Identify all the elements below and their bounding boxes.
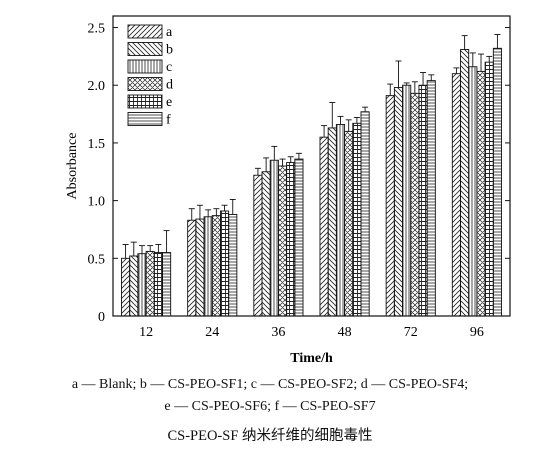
x-tick-label: 96	[470, 325, 484, 340]
plot-area: 0 0.5 1.0 1.5 2.0 2.5 Absorbance 12 24 36 48 72 96 Ti…	[65, 15, 511, 366]
y-tick-label: 1.5	[88, 137, 106, 152]
bar-d-72	[410, 92, 420, 317]
bar-a-36	[253, 174, 263, 317]
bar-b-24	[195, 218, 205, 317]
x-tick-label: 36	[271, 325, 285, 340]
bar-c-96	[468, 66, 478, 317]
bar-a-24	[187, 219, 197, 317]
legend-swatch-d	[127, 77, 163, 91]
bar-c-36	[269, 159, 279, 317]
y-tick-label: 0.5	[88, 252, 106, 267]
bar-e-96	[484, 61, 494, 317]
bar-c-24	[203, 216, 213, 317]
legend-swatch-b	[127, 42, 163, 56]
x-tick-label: 48	[338, 325, 352, 340]
legend-swatch-f	[127, 112, 163, 126]
bar-f-12	[162, 252, 172, 317]
bar-b-48	[327, 127, 337, 317]
legend-swatch-e	[127, 94, 163, 109]
bar-f-36	[294, 158, 304, 317]
bar-a-96	[451, 73, 461, 317]
legend-label-d: d	[166, 78, 173, 93]
bar-f-72	[426, 80, 436, 317]
y-tick-label: 2.0	[88, 79, 106, 94]
y-axis-label: Absorbance	[65, 133, 80, 200]
bar-e-12	[153, 252, 163, 317]
legend-label-b: b	[166, 43, 173, 58]
x-tick-label: 24	[205, 325, 219, 340]
legend-label-a: a	[166, 25, 173, 40]
x-tick-label: 12	[139, 325, 153, 340]
bar-c-72	[402, 84, 412, 317]
legend-caption-line-1: a — Blank; b — CS-PEO-SF1; c — CS-PEO-SF…	[71, 377, 469, 392]
bar-c-12	[137, 253, 147, 317]
bar-a-72	[385, 95, 395, 317]
bar-f-24	[228, 214, 238, 317]
bar-a-48	[319, 136, 329, 317]
x-axis-label: Time/h	[290, 351, 333, 366]
plot-frame	[112, 15, 511, 317]
bar-d-24	[211, 215, 221, 317]
bar-d-96	[476, 70, 486, 317]
bar-e-48	[352, 122, 362, 317]
bar-b-12	[129, 255, 139, 317]
bar-b-36	[261, 171, 271, 317]
figure-title: CS-PEO-SF 纳米纤维的细胞毒性	[167, 428, 373, 444]
legend-label-e: e	[166, 95, 172, 110]
y-tick-label: 1.0	[88, 195, 106, 210]
bar-d-36	[277, 165, 288, 317]
bar-e-72	[418, 84, 428, 317]
bar-f-96	[492, 47, 502, 317]
chart: 0 0.5 1.0 1.5 2.0 2.5 Absorbance 12 24 36 48 72 96 Ti…	[65, 15, 511, 366]
bar-b-96	[460, 49, 470, 317]
legend-label-f: f	[166, 113, 171, 128]
bar-b-72	[393, 87, 404, 317]
bar-e-36	[286, 162, 296, 317]
bar-d-48	[344, 130, 354, 317]
y-tick-label: 0	[98, 310, 105, 325]
x-tick-label: 72	[404, 325, 418, 340]
bar-d-12	[145, 250, 155, 317]
bar-f-48	[360, 111, 370, 317]
legend-swatch-a	[127, 24, 163, 39]
legend-label-c: c	[166, 60, 172, 75]
bar-a-12	[121, 257, 131, 317]
bar-e-24	[219, 210, 230, 317]
legend-swatch-c	[127, 59, 163, 74]
y-tick-label: 2.5	[88, 22, 106, 37]
legend-caption-line-2: e — CS-PEO-SF6; f — CS-PEO-SF7	[164, 399, 376, 414]
bar-c-48	[335, 124, 346, 317]
